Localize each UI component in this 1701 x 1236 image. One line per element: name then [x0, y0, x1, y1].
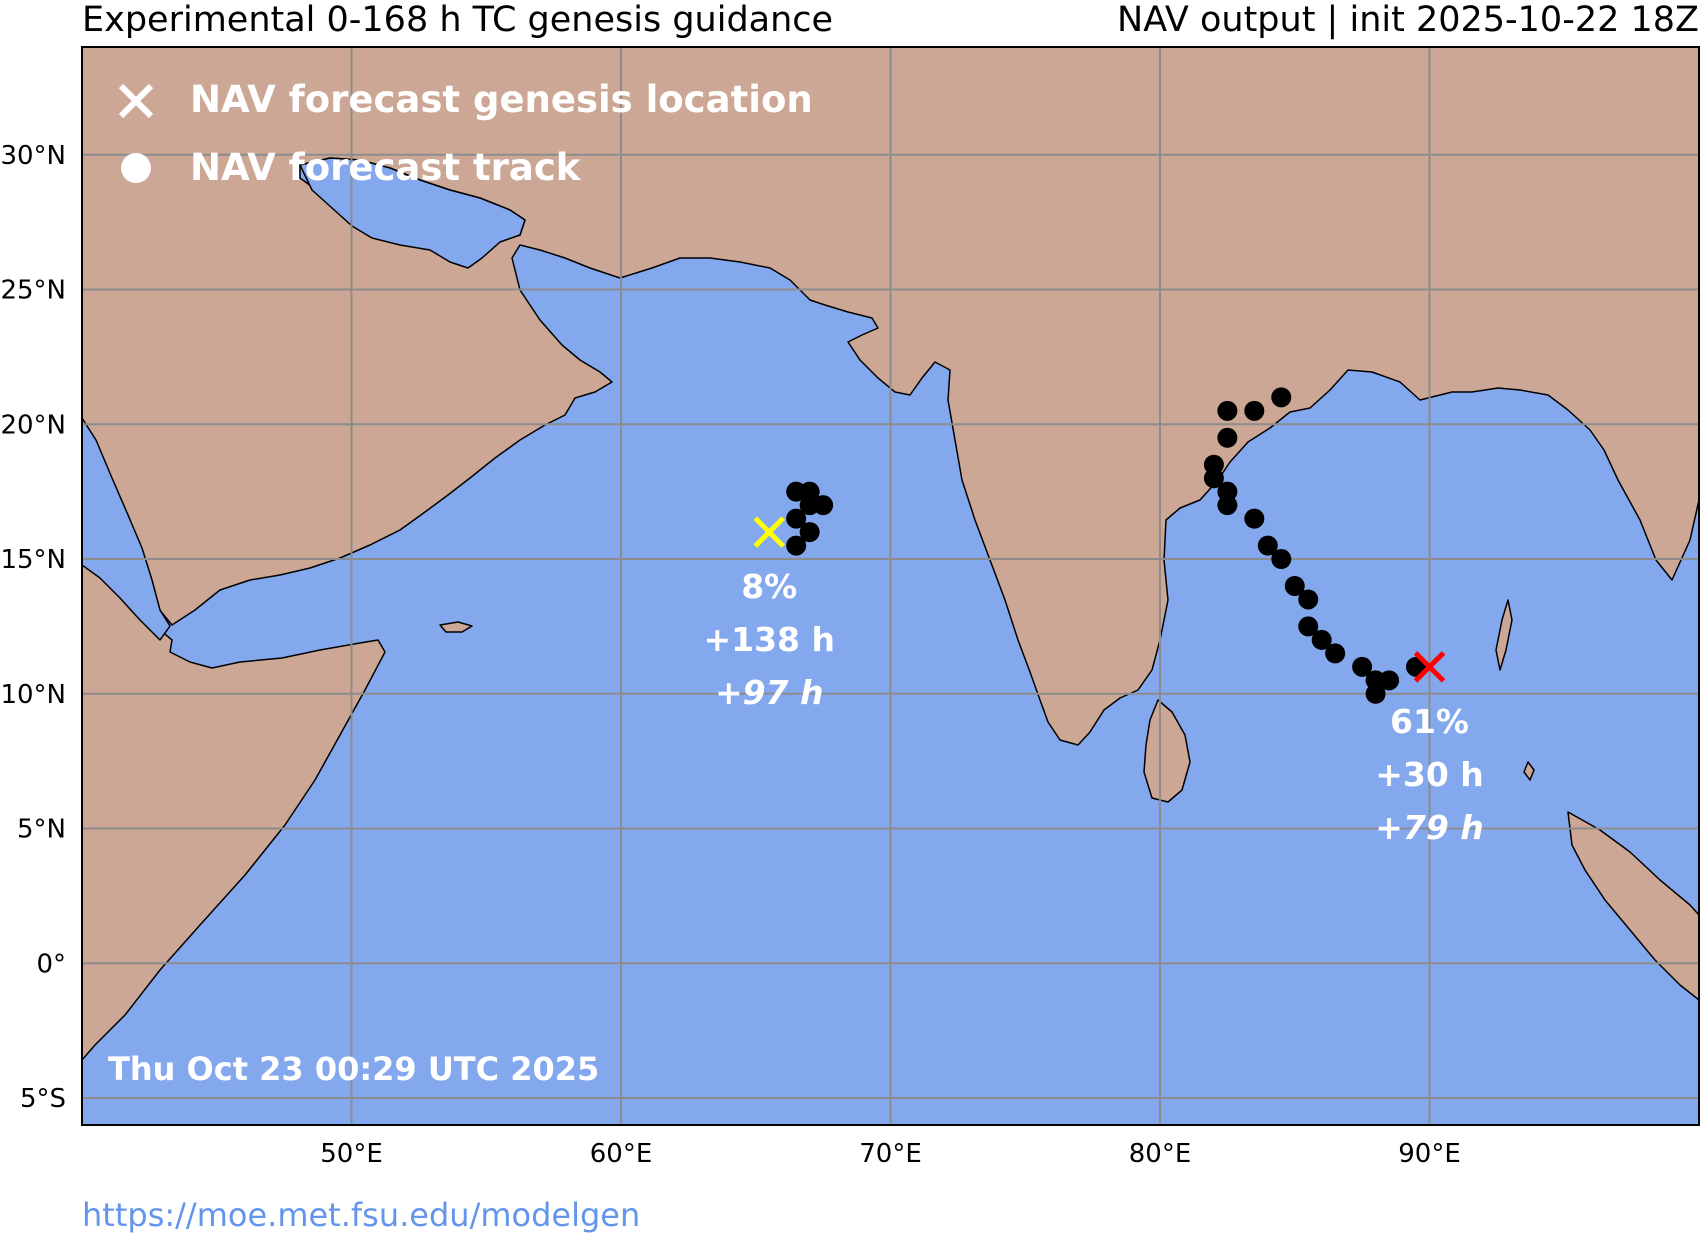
- track-point: [813, 495, 834, 516]
- lat-tick-label: 30°N: [0, 141, 66, 171]
- timestamp: Thu Oct 23 00:29 UTC 2025: [108, 1050, 599, 1088]
- genesis-x-icon: [753, 516, 785, 548]
- lat-tick-label: 10°N: [0, 680, 66, 710]
- map-frame: [81, 46, 1700, 1126]
- latitude-labels: 30°N 25°N 20°N 15°N 10°N 5°N 0° 5°S: [0, 141, 66, 1114]
- lat-tick-label: 15°N: [0, 545, 66, 575]
- track-point: [1284, 576, 1305, 596]
- land-sri-lanka: [1143, 699, 1191, 803]
- genesis-markers: [753, 516, 1446, 683]
- track-point: [1325, 643, 1346, 664]
- graticule: [82, 47, 1699, 1125]
- track-point: [1298, 589, 1319, 610]
- track-point: [786, 508, 807, 529]
- lon-tick-label: 90°E: [1398, 1139, 1461, 1169]
- genesis-probability: 61%: [1390, 702, 1469, 741]
- track-point: [1311, 629, 1332, 650]
- track-point: [1271, 387, 1292, 408]
- legend-track-label: NAV forecast track: [190, 146, 582, 189]
- source-url-link[interactable]: https://moe.met.fsu.edu/modelgen: [82, 1196, 641, 1234]
- lon-tick-label: 50°E: [320, 1139, 383, 1169]
- track-point: [786, 481, 807, 502]
- track-point: [799, 522, 820, 543]
- system-duration: +97 h: [715, 673, 824, 712]
- legend: NAV forecast genesis location NAV foreca…: [118, 78, 813, 189]
- map-title: Experimental 0-168 h TC genesis guidance: [82, 0, 834, 40]
- lat-tick-label: 0°: [36, 949, 66, 979]
- land-nicobar: [1523, 761, 1535, 781]
- red-sea: [82, 417, 171, 641]
- land-andaman: [1495, 599, 1513, 671]
- lat-tick-label: 5°N: [17, 815, 66, 845]
- persian-gulf: [299, 157, 526, 269]
- track-point: [1271, 549, 1292, 570]
- lat-tick-label: 5°S: [20, 1084, 66, 1114]
- lat-tick-label: 20°N: [0, 410, 66, 440]
- track-point: [1365, 670, 1386, 691]
- system-duration: +79 h: [1375, 808, 1484, 847]
- legend-genesis-label: NAV forecast genesis location: [190, 78, 813, 121]
- genesis-lead-time: +30 h: [1375, 755, 1484, 794]
- track-point: [1244, 508, 1265, 529]
- lon-tick-label: 60°E: [590, 1139, 653, 1169]
- track-point: [1217, 427, 1238, 448]
- genesis-x-icon: [1413, 651, 1446, 683]
- track-point: [1352, 656, 1373, 677]
- track-point: [1217, 481, 1238, 502]
- track-point: [1298, 616, 1319, 637]
- dot-marker-icon: [121, 153, 151, 183]
- lat-tick-label: 25°N: [0, 276, 66, 306]
- track-point: [1217, 400, 1238, 421]
- x-marker-icon: [118, 83, 154, 119]
- track-point: [1244, 400, 1265, 421]
- model-init-label: NAV output | init 2025-10-22 18Z: [1117, 0, 1699, 40]
- system-labels: 8% +138 h +97 h 61% +30 h +79 h: [703, 567, 1483, 847]
- genesis-probability: 8%: [741, 567, 797, 606]
- track-point: [1257, 535, 1278, 556]
- track-point: [786, 535, 807, 556]
- longitude-labels: 50°E 60°E 70°E 80°E 90°E: [320, 1139, 1461, 1169]
- genesis-lead-time: +138 h: [703, 620, 835, 659]
- land-socotra: [439, 621, 473, 633]
- lon-tick-label: 70°E: [859, 1139, 922, 1169]
- lon-tick-label: 80°E: [1129, 1139, 1192, 1169]
- forecast-tracks: [786, 387, 1427, 704]
- track-point: [1203, 454, 1224, 475]
- land-sumatra: [1567, 811, 1699, 1001]
